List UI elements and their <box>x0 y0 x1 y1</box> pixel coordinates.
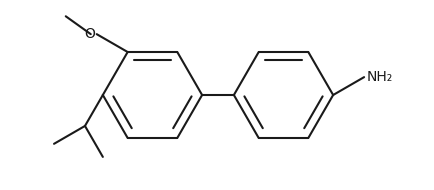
Text: NH₂: NH₂ <box>367 70 393 84</box>
Text: O: O <box>84 27 95 41</box>
